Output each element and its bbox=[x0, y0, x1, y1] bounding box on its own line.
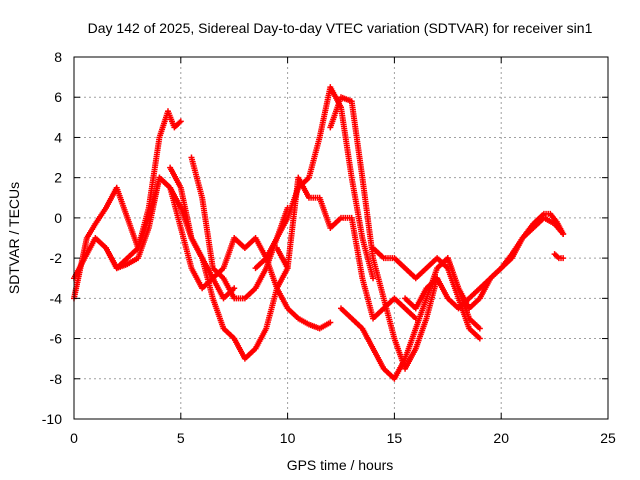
series-points bbox=[327, 94, 441, 372]
series-points bbox=[444, 210, 567, 312]
series-arc-8 bbox=[327, 94, 441, 372]
x-tick-label: 0 bbox=[70, 430, 78, 446]
y-tick-label: 8 bbox=[54, 49, 62, 65]
y-tick-label: 0 bbox=[54, 210, 62, 226]
y-tick-label: -8 bbox=[50, 371, 63, 387]
y-tick-label: 6 bbox=[54, 89, 62, 105]
series-arc-6 bbox=[252, 84, 377, 282]
x-tick-label: 20 bbox=[493, 430, 509, 446]
y-axis-label: SDTVAR / TECUs bbox=[6, 182, 22, 294]
x-tick-label: 25 bbox=[600, 430, 616, 446]
y-tick-label: -6 bbox=[50, 331, 63, 347]
series-arc-12 bbox=[444, 210, 567, 312]
y-tick-label: -2 bbox=[50, 250, 63, 266]
series-points bbox=[273, 174, 419, 322]
x-tick-label: 10 bbox=[280, 430, 296, 446]
plot-frame bbox=[73, 56, 609, 420]
y-tick-label: -10 bbox=[42, 411, 62, 427]
y-tick-label: -4 bbox=[50, 290, 63, 306]
chart-title: Day 142 of 2025, Sidereal Day-to-day VTE… bbox=[88, 20, 593, 36]
x-axis-label: GPS time / hours bbox=[287, 457, 394, 473]
data-series bbox=[71, 84, 567, 382]
y-tick-label: 4 bbox=[54, 129, 62, 145]
series-arc-13 bbox=[551, 251, 567, 262]
series-points bbox=[551, 251, 567, 262]
x-tick-label: 5 bbox=[177, 430, 185, 446]
series-arc-4 bbox=[167, 164, 291, 362]
series-points bbox=[167, 164, 291, 362]
series-arc-7 bbox=[273, 174, 419, 322]
x-tick-label: 15 bbox=[387, 430, 403, 446]
axis-ticks: 0 5 10 15 20 25 -10 -8 -6 -4 -2 0 2 4 6 8 bbox=[42, 49, 616, 446]
y-tick-label: 2 bbox=[54, 170, 62, 186]
